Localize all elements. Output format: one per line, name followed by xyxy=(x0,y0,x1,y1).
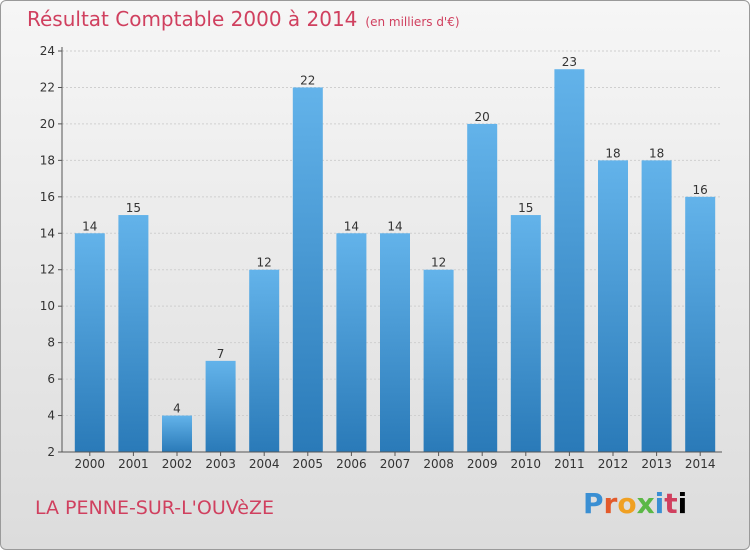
x-tick-label: 2003 xyxy=(205,457,236,471)
x-tick-label: 2008 xyxy=(423,457,454,471)
bar xyxy=(510,215,541,452)
brand-letter: P xyxy=(583,487,604,520)
location-label: LA PENNE-SUR-L'OUVèZE xyxy=(35,497,274,519)
bar xyxy=(118,215,149,452)
y-tick-label: 18 xyxy=(40,153,55,167)
brand-letter: o xyxy=(617,487,637,520)
x-tick-label: 2014 xyxy=(685,457,716,471)
brand-letter: r xyxy=(603,487,618,520)
brand-letter: i xyxy=(677,487,688,520)
y-tick-label: 24 xyxy=(40,44,55,58)
bar xyxy=(74,233,105,452)
bar xyxy=(162,415,192,452)
bar-value-label: 12 xyxy=(257,256,272,270)
y-tick-label: 10 xyxy=(40,299,55,313)
chart-unit: (en milliers d'€) xyxy=(365,15,460,29)
brand-letter: x xyxy=(636,487,655,520)
brand-letter: t xyxy=(664,487,678,520)
bar xyxy=(641,160,672,452)
bar-value-label: 14 xyxy=(387,219,402,233)
y-tick-label: 22 xyxy=(40,80,55,94)
chart-title-text: Résultat Comptable 2000 à 2014 xyxy=(27,7,358,31)
bar xyxy=(467,123,498,452)
x-tick-label: 2000 xyxy=(75,457,106,471)
x-tick-label: 2006 xyxy=(336,457,367,471)
bar-value-label: 12 xyxy=(431,256,446,270)
x-tick-label: 2001 xyxy=(118,457,149,471)
x-tick-label: 2013 xyxy=(641,457,672,471)
bar-value-label: 22 xyxy=(300,73,315,87)
y-tick-label: 14 xyxy=(40,226,55,240)
bar xyxy=(249,269,280,452)
chart-title: Résultat Comptable 2000 à 2014 (en millie… xyxy=(27,7,460,31)
brand-letter: i xyxy=(654,487,665,520)
x-tick-label: 2005 xyxy=(293,457,324,471)
y-tick-label: 4 xyxy=(47,409,55,423)
x-tick-label: 2007 xyxy=(380,457,411,471)
x-tick-label: 2009 xyxy=(467,457,498,471)
y-tick-label: 2 xyxy=(47,445,55,459)
y-tick-label: 16 xyxy=(40,190,55,204)
bar-value-label: 14 xyxy=(344,219,359,233)
labels-group: 2468101214161820222414200015200142002720… xyxy=(40,44,716,471)
bar-value-label: 15 xyxy=(126,201,141,215)
x-tick-label: 2002 xyxy=(162,457,193,471)
y-tick-label: 8 xyxy=(47,336,55,350)
bar-value-label: 4 xyxy=(173,402,181,416)
bar xyxy=(336,233,367,452)
brand-logo: Proxiti xyxy=(583,487,687,520)
axes-group xyxy=(58,47,722,456)
bar-value-label: 18 xyxy=(605,146,620,160)
bar-value-label: 23 xyxy=(562,55,577,69)
bar xyxy=(598,160,628,452)
bar xyxy=(380,233,410,452)
x-tick-label: 2011 xyxy=(554,457,585,471)
bar-value-label: 16 xyxy=(693,183,708,197)
bar xyxy=(292,87,323,453)
bar xyxy=(423,269,454,452)
y-tick-label: 20 xyxy=(40,117,55,131)
bar xyxy=(554,69,585,453)
bar-value-label: 20 xyxy=(475,110,490,124)
bar-value-label: 15 xyxy=(518,201,533,215)
bar-value-label: 14 xyxy=(82,219,97,233)
x-tick-label: 2010 xyxy=(511,457,542,471)
bar-value-label: 7 xyxy=(217,347,225,361)
x-tick-label: 2004 xyxy=(249,457,280,471)
bar-value-label: 18 xyxy=(649,146,664,160)
bar xyxy=(205,360,236,452)
y-tick-label: 6 xyxy=(47,372,55,386)
bars-group xyxy=(74,69,716,453)
bar xyxy=(685,196,716,452)
x-tick-label: 2012 xyxy=(598,457,629,471)
y-tick-label: 12 xyxy=(40,263,55,277)
